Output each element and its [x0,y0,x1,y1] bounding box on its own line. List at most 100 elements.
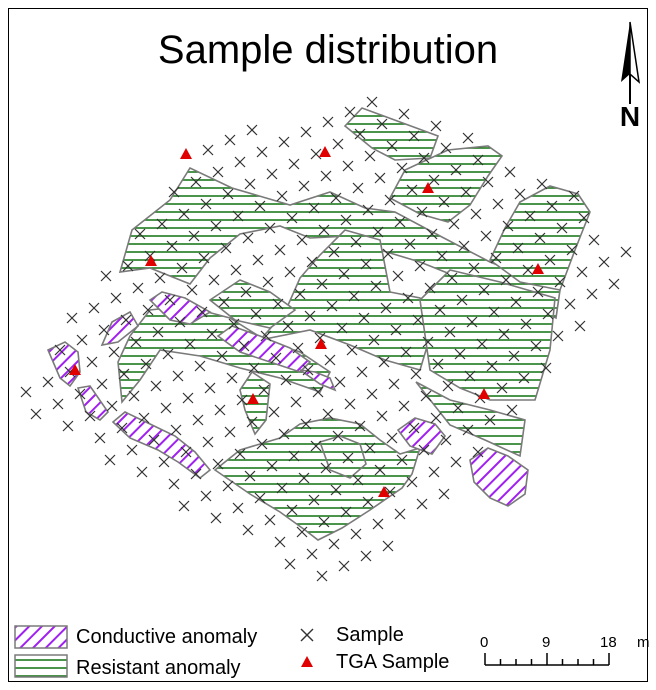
sample-point [432,358,444,370]
sample-point [446,272,458,284]
sample-point [202,144,214,156]
sample-point [42,376,54,388]
sample-point [514,188,526,200]
sample-point [354,128,366,140]
conductive-anomaly-polygon [76,385,110,421]
sample-point [574,320,586,332]
sample-point [366,96,378,108]
sample-point [294,288,306,300]
sample-point [354,420,366,432]
sample-point [270,352,282,364]
sample-point [220,242,232,254]
scale-bar [484,653,610,666]
sample-point [620,246,632,258]
sample-point [396,162,408,174]
sample-point [524,210,536,222]
sample-point [190,468,202,480]
sample-point [338,560,350,572]
sample-point [430,412,442,424]
sample-point [434,304,446,316]
sample-point [312,386,324,398]
sample-point [286,504,298,516]
sample-point [462,424,474,436]
sample-point [232,502,244,514]
scale-label-9: 9 [542,634,551,651]
sample-point [316,570,328,582]
sample-point [288,450,300,462]
sample-point [566,244,578,256]
sample-point [168,186,180,198]
sample-point [414,260,426,272]
sample-point [314,332,326,344]
sample-point [142,304,154,316]
sample-point [436,250,448,262]
sample-point [224,426,236,438]
sample-point [366,388,378,400]
tga-sample-point [247,393,259,404]
tga-sample-point [478,388,490,399]
sample-point [272,298,284,310]
sample-point [328,538,340,550]
sample-point [450,456,462,468]
sample-point [236,394,248,406]
sample-point [84,410,96,422]
sample-point [108,346,120,358]
sample-point [482,176,494,188]
sample-point [412,314,424,326]
sample-point [498,328,510,340]
sample-point [178,208,190,220]
sample-point [226,372,238,384]
sample-point [288,158,300,170]
tga-sample-points-layer [69,146,544,497]
sample-point [316,278,328,290]
sample-point [212,166,224,178]
resistant-anomaly-polygon [118,166,561,320]
tga-sample-point [319,146,331,157]
sample-point [504,166,516,178]
sample-point [284,558,296,570]
legend-conductive-label: Conductive anomaly [76,626,258,648]
sample-point [556,222,568,234]
sample-point [154,272,166,284]
tga-sample-point [145,255,157,266]
sample-point [360,258,372,270]
sample-point [472,154,484,166]
sample-point [440,434,452,446]
sample-point [350,528,362,540]
conductive-anomaly-polygon [396,417,447,455]
sample-point [428,466,440,478]
sample-point [162,348,174,360]
sample-point [324,354,336,366]
sample-point [426,228,438,240]
sample-point [170,424,182,436]
tga-sample-point [180,148,192,159]
sample-point [296,234,308,246]
sample-point [360,550,372,562]
sample-point [300,126,312,138]
sample-point [174,316,186,328]
sample-point [418,444,430,456]
sample-point [276,482,288,494]
sample-point [368,334,380,346]
sample-point [342,452,354,464]
sample-point [304,310,316,322]
sample-point [306,256,318,268]
sample-point [374,172,386,184]
sample-point [478,284,490,296]
sample-point [408,130,420,142]
sample-point [158,456,170,468]
sample-point [370,280,382,292]
sample-point [278,136,290,148]
sample-point [222,188,234,200]
sample-point [66,312,78,324]
sample-point [126,444,138,456]
sample-point [194,360,206,372]
sample-point [250,308,262,320]
sample-point [198,252,210,264]
sample-point [224,134,236,146]
sample-point [260,330,272,342]
sample-point [202,436,214,448]
sample-point [178,500,190,512]
sample-point [440,142,452,154]
sample-point [588,234,600,246]
